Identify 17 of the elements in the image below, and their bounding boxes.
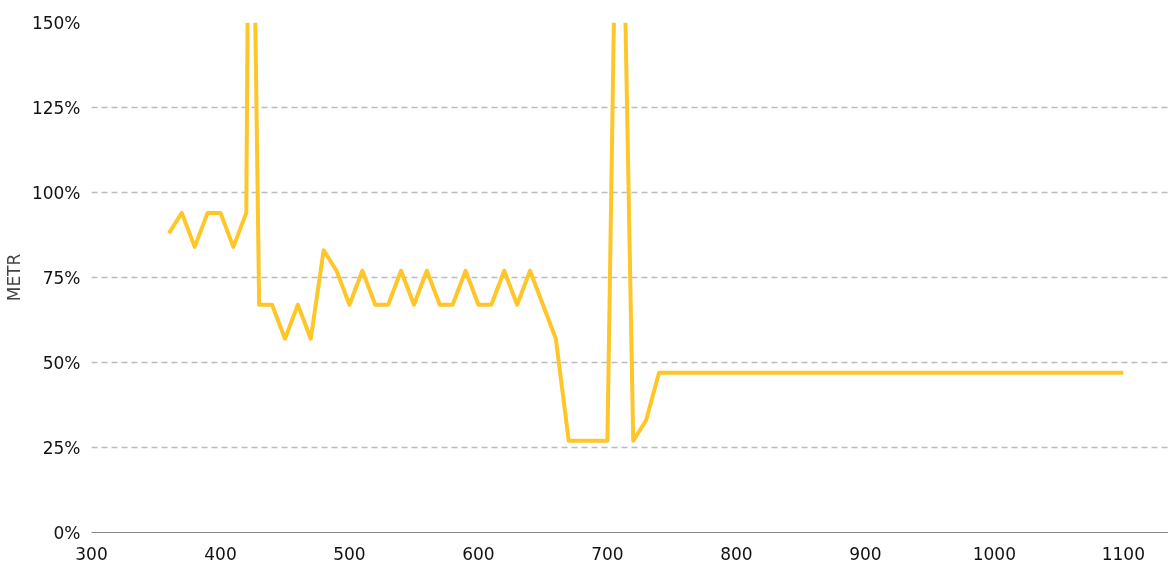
y-tick-label: 0% xyxy=(53,522,81,543)
y-tick-label: 100% xyxy=(31,182,81,203)
x-tick-label: 700 xyxy=(591,543,624,564)
x-tick-label: 900 xyxy=(849,543,882,564)
y-axis-title: METR xyxy=(3,253,24,302)
x-tick-label: 1100 xyxy=(1101,543,1145,564)
y-tick-label: 25% xyxy=(42,437,81,458)
x-tick-label: 400 xyxy=(204,543,237,564)
y-tick-label: 75% xyxy=(42,267,81,288)
y-tick-label: 50% xyxy=(42,352,81,373)
x-tick-label: 300 xyxy=(75,543,108,564)
y-tick-label: 150% xyxy=(31,12,81,33)
x-tick-label: 600 xyxy=(462,543,495,564)
x-tick-label: 800 xyxy=(720,543,753,564)
x-tick-label: 1000 xyxy=(972,543,1017,564)
x-tick-label: 500 xyxy=(333,543,366,564)
y-tick-label: 125% xyxy=(31,97,81,118)
